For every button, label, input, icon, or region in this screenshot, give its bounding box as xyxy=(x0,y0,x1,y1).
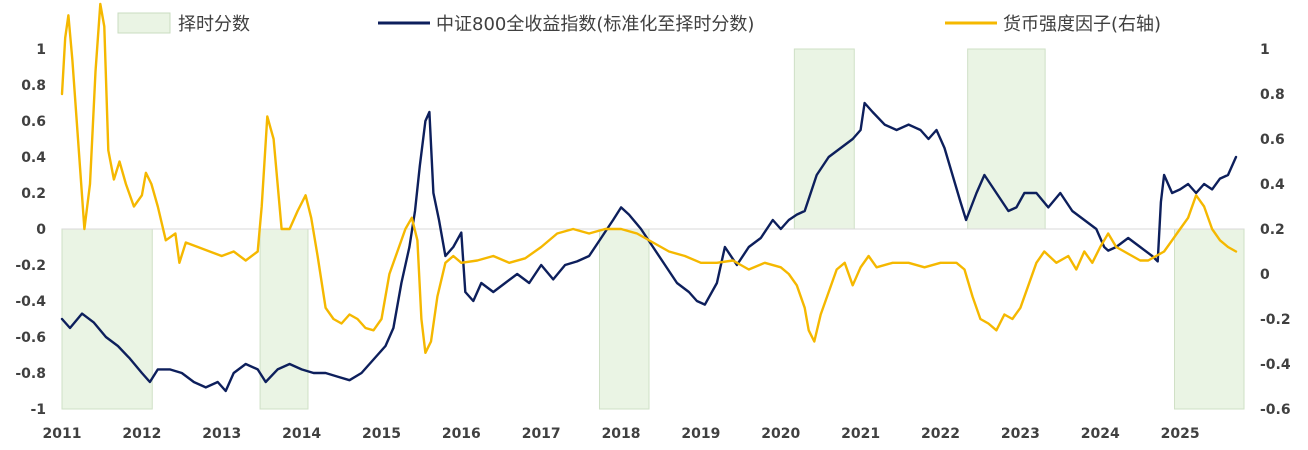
y-right-tick-label: 1 xyxy=(1260,42,1270,58)
y-right-tick-label: 0.8 xyxy=(1260,87,1285,103)
legend: 择时分数 中证800全收益指数(标准化至择时分数) 货币强度因子(右轴) xyxy=(117,12,1161,35)
y-right-tick-label: -0.6 xyxy=(1260,402,1291,418)
y-left-tick-label: 0 xyxy=(36,222,46,238)
series-lines xyxy=(60,2,1238,393)
x-tick-label: 2019 xyxy=(681,426,720,442)
right-axis-ticks: 1 0.8 0.6 0.4 0.2 0 -0.2 -0.4 -0.6 xyxy=(1260,42,1291,418)
timing-score-band-2 xyxy=(598,228,650,410)
y-left-tick-label: -0.6 xyxy=(15,330,46,346)
x-tick-label: 2012 xyxy=(122,426,161,442)
y-left-tick-label: 0.4 xyxy=(21,150,46,166)
x-tick-label: 2018 xyxy=(602,426,641,442)
x-tick-label: 2024 xyxy=(1081,426,1120,442)
legend-label-csi800: 中证800全收益指数(标准化至择时分数) xyxy=(436,14,754,35)
y-left-tick-label: 0.2 xyxy=(21,186,46,202)
x-tick-label: 2013 xyxy=(202,426,241,442)
x-tick-label: 2021 xyxy=(841,426,880,442)
x-tick-label: 2023 xyxy=(1001,426,1040,442)
timing-score-band-4 xyxy=(967,48,1046,230)
timing-score-band-5 xyxy=(1174,228,1245,410)
x-tick-label: 2011 xyxy=(43,426,82,442)
x-tick-label: 2014 xyxy=(282,426,321,442)
timing-score-bands xyxy=(61,48,1245,410)
legend-swatch-timing-score xyxy=(117,12,171,34)
y-left-tick-label: 0.6 xyxy=(21,114,46,130)
series-line-money-strength xyxy=(60,2,1238,354)
y-right-tick-label: 0.4 xyxy=(1260,177,1285,193)
y-left-tick-label: -0.2 xyxy=(15,258,46,274)
y-left-tick-label: -1 xyxy=(30,402,46,418)
left-axis-ticks: 1 0.8 0.6 0.4 0.2 0 -0.2 -0.4 -0.6 -0.8 -1 xyxy=(15,42,46,418)
x-tick-label: 2025 xyxy=(1161,426,1200,442)
legend-label-money-strength: 货币强度因子(右轴) xyxy=(1003,14,1161,35)
x-tick-label: 2022 xyxy=(921,426,960,442)
x-tick-label: 2015 xyxy=(362,426,401,442)
x-tick-label: 2016 xyxy=(442,426,481,442)
x-tick-label: 2020 xyxy=(761,426,800,442)
y-right-tick-label: 0.6 xyxy=(1260,132,1285,148)
timing-score-band-3 xyxy=(793,48,855,230)
timing-score-band-0 xyxy=(61,228,153,410)
x-axis-ticks: 2011 2012 2013 2014 2015 2016 2017 2018 2019 2020… xyxy=(43,426,1200,442)
x-tick-label: 2017 xyxy=(522,426,561,442)
y-left-tick-label: -0.8 xyxy=(15,366,46,382)
y-left-tick-label: 0.8 xyxy=(21,78,46,94)
y-left-tick-label: -0.4 xyxy=(15,294,46,310)
y-right-tick-label: 0.2 xyxy=(1260,222,1285,238)
y-right-tick-label: -0.4 xyxy=(1260,357,1291,373)
legend-label-timing-score: 择时分数 xyxy=(178,14,250,35)
series-line-csi800 xyxy=(60,101,1238,393)
y-left-tick-label: 1 xyxy=(36,42,46,58)
y-right-tick-label: -0.2 xyxy=(1260,312,1291,328)
y-right-tick-label: 0 xyxy=(1260,267,1270,283)
